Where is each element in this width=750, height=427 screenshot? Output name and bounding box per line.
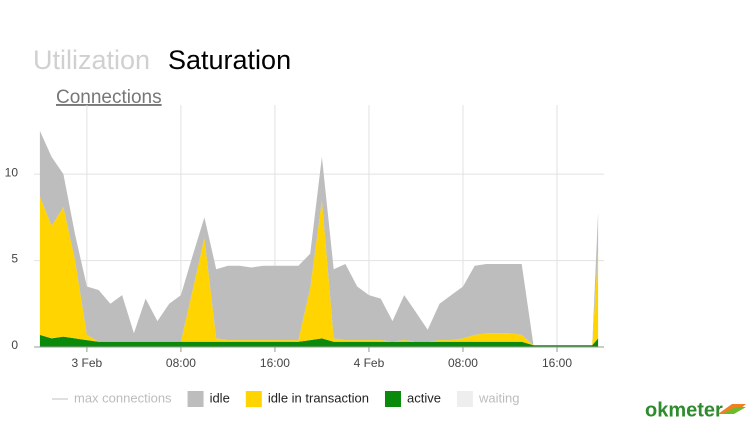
legend-label[interactable]: max connections (74, 390, 172, 405)
y-tick-label: 10 (5, 165, 19, 179)
logo-icon (722, 407, 746, 414)
area (39, 196, 599, 346)
x-tick-label: 4 Feb (354, 356, 385, 370)
legend-swatch (384, 391, 401, 407)
y-tick-label: 5 (11, 252, 18, 266)
x-tick-label: 3 Feb (72, 356, 103, 370)
legend-swatch (187, 391, 204, 407)
tab-active[interactable]: Saturation (168, 45, 291, 75)
legend-label[interactable]: active (407, 390, 441, 405)
section-link[interactable]: Connections (56, 87, 162, 108)
legend-label[interactable]: idle (210, 390, 230, 405)
x-tick-label: 16:00 (260, 356, 290, 370)
area (39, 334, 599, 347)
x-tick-label: 08:00 (448, 356, 478, 370)
legend-label[interactable]: idle in transaction (268, 390, 369, 405)
x-tick-label: 08:00 (166, 356, 196, 370)
tab[interactable]: Utilization (33, 45, 150, 75)
x-tick-label: 16:00 (542, 356, 572, 370)
area (39, 130, 599, 346)
logo: okmeter (645, 399, 723, 421)
legend-swatch (456, 391, 473, 407)
legend-swatch (245, 391, 262, 407)
y-tick-label: 0 (11, 338, 18, 352)
legend-label[interactable]: waiting (478, 390, 519, 405)
